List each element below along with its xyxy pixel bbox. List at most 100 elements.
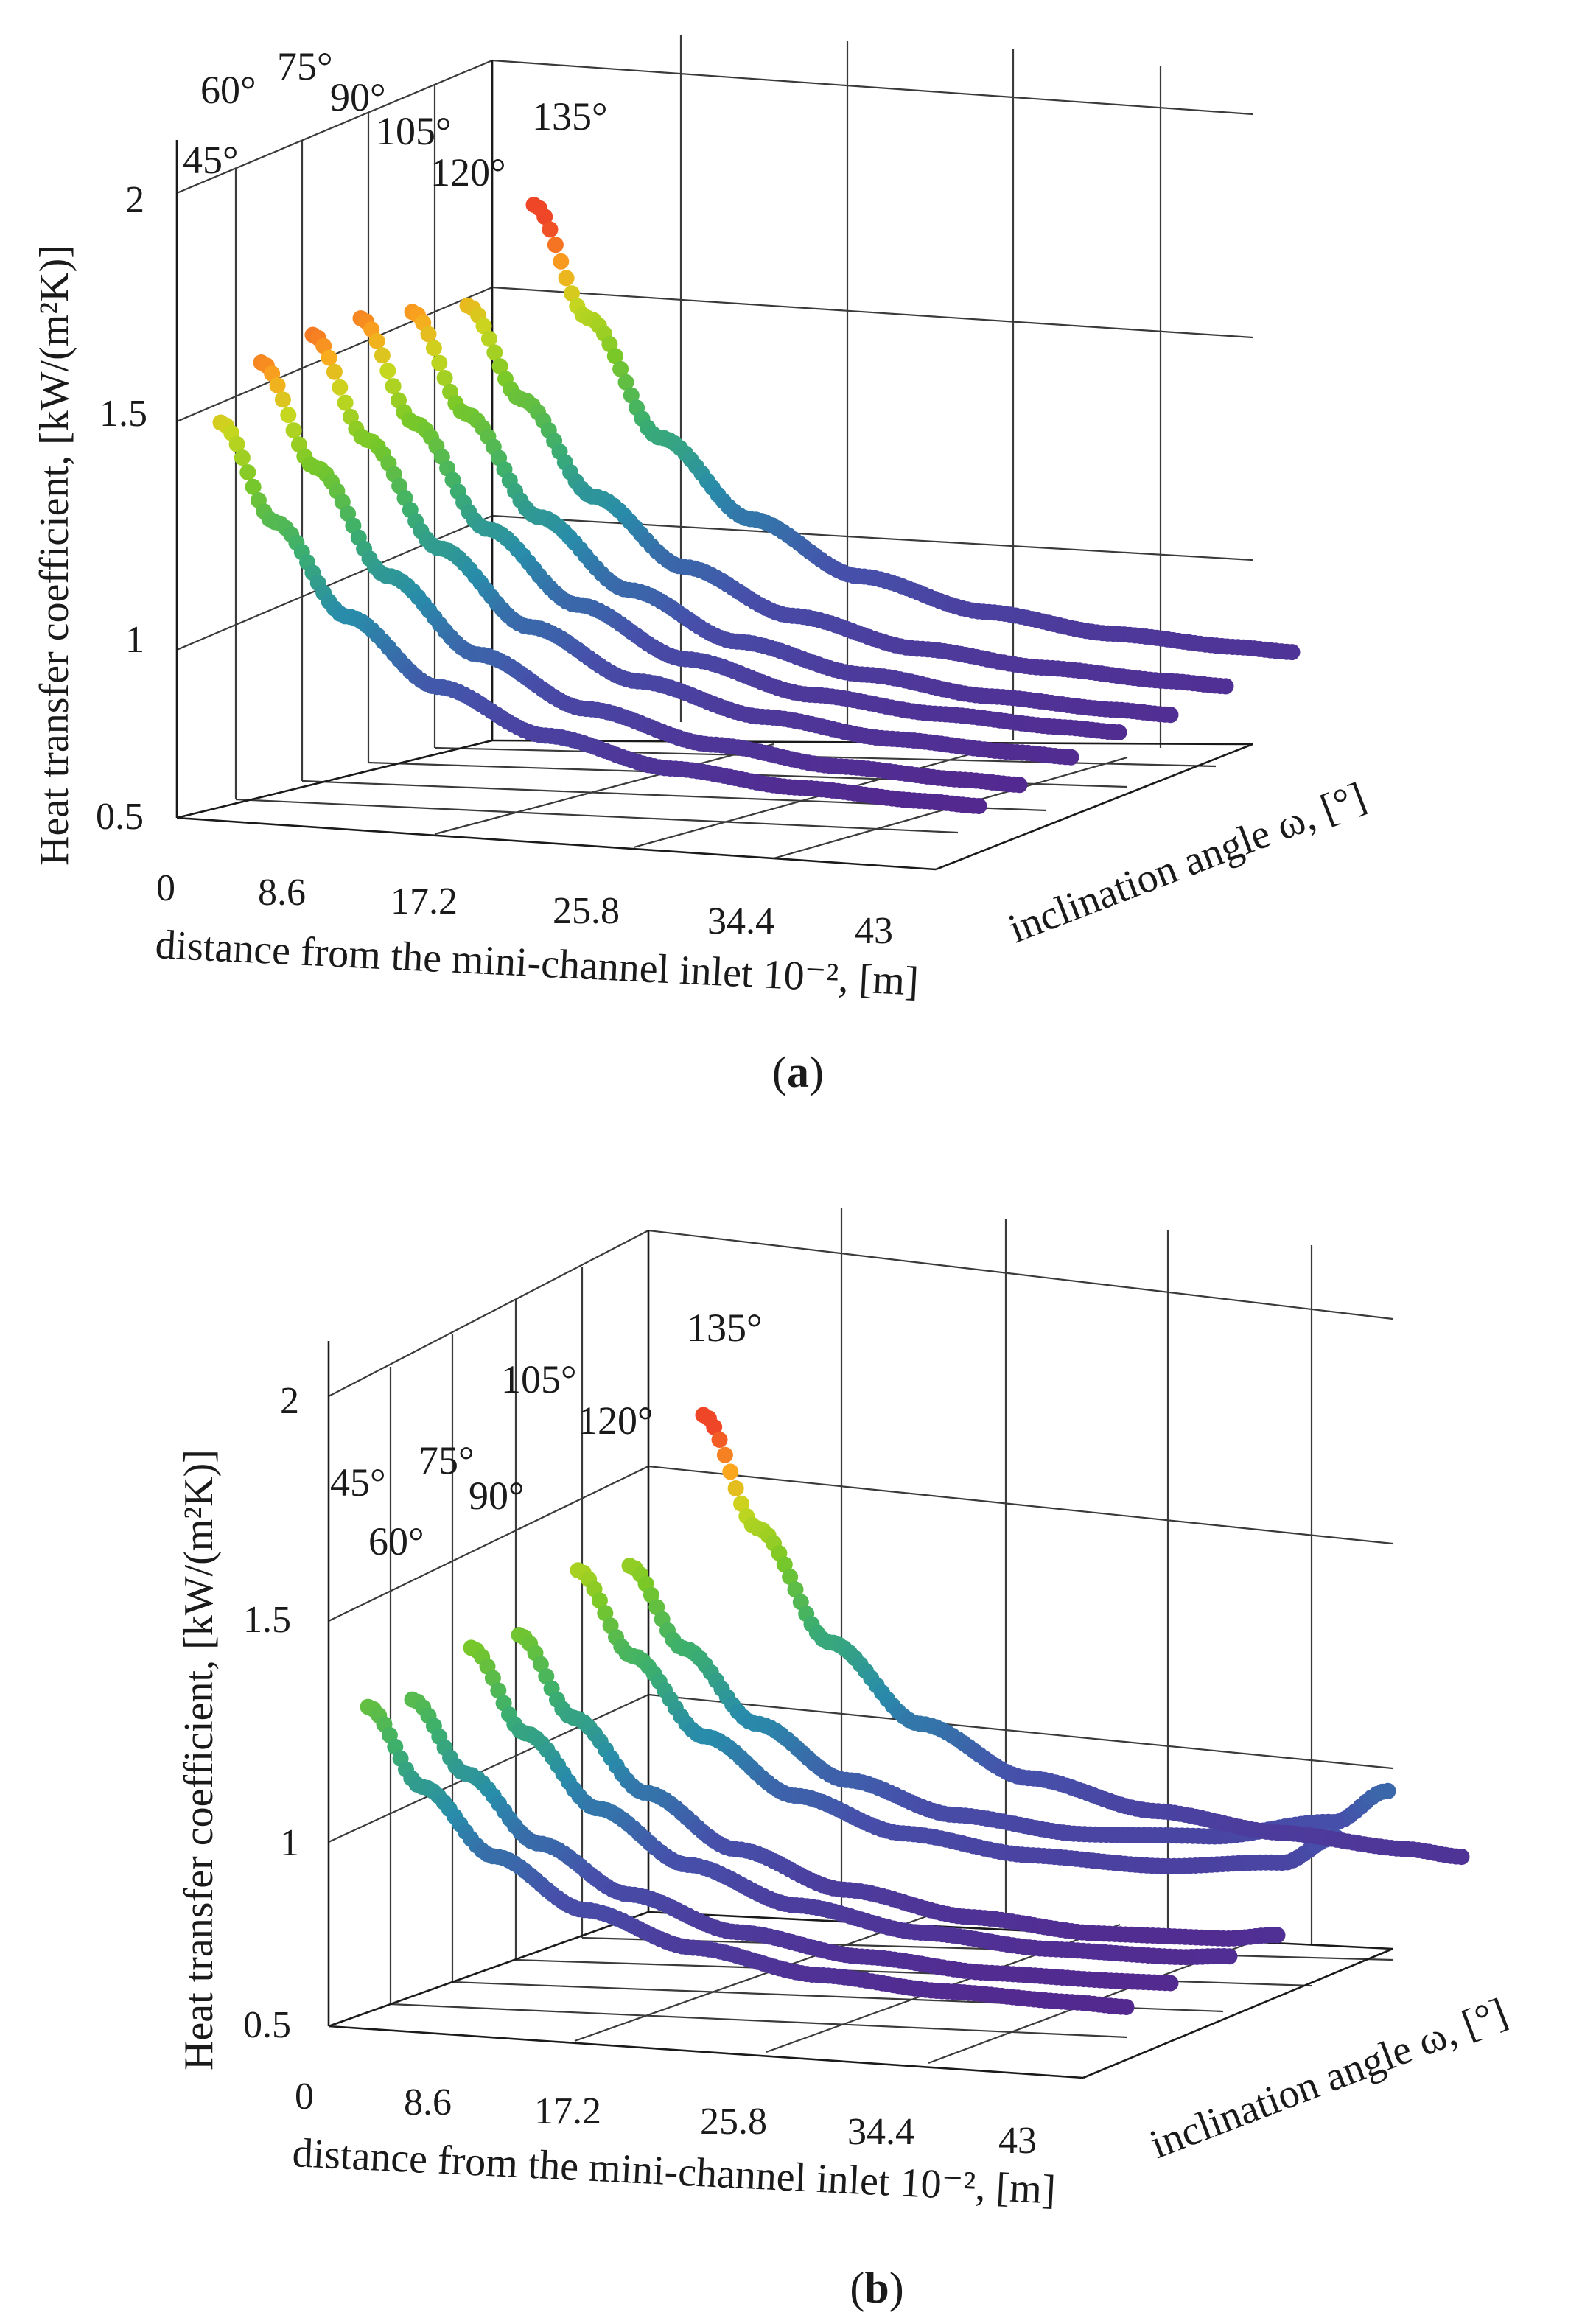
- x-tick-label: 25.8: [700, 2101, 767, 2143]
- series-label: 120°: [578, 1398, 654, 1443]
- grid-line: [328, 1230, 649, 1397]
- series-label: 60°: [368, 1519, 424, 1564]
- data-point: [1453, 1849, 1470, 1866]
- x-tick-label: 8.6: [258, 872, 306, 914]
- grid-line: [491, 514, 1253, 561]
- series-90-curve: [511, 1627, 1286, 1947]
- series-label: 105°: [501, 1357, 577, 1401]
- data-point: [239, 464, 256, 480]
- data-point: [379, 363, 396, 379]
- series-105-curve: [404, 304, 1179, 724]
- data-point: [553, 253, 570, 270]
- data-point: [597, 1605, 614, 1622]
- data-point: [706, 1418, 723, 1435]
- x-tick-label: 25.8: [553, 890, 620, 932]
- data-point: [1162, 1975, 1179, 1992]
- y-axis-label: Heat transfer coefficient, [kW/(m²K)]: [176, 1449, 222, 2070]
- panel-caption: (b): [850, 2263, 903, 2312]
- series-60-curve: [253, 354, 1028, 794]
- data-point: [716, 1446, 733, 1463]
- data-point: [486, 344, 503, 361]
- x-axis-label: distance from the mini-channel inlet 10⁻…: [291, 2130, 1057, 2213]
- grid-line: [434, 743, 774, 836]
- data-point: [484, 1670, 501, 1687]
- series-90-curve: [352, 310, 1127, 740]
- data-point: [733, 1495, 749, 1512]
- panel-caption: (a): [772, 1048, 824, 1096]
- grid-line: [648, 1229, 1393, 1320]
- x-tick-label: 17.2: [534, 2090, 601, 2132]
- y-tick-label: 0.5: [96, 796, 144, 838]
- series-curves: [212, 197, 1301, 814]
- z-axis-line: [935, 743, 1253, 871]
- grid-line: [648, 1465, 1393, 1545]
- series-label: 105°: [376, 109, 452, 153]
- data-point: [340, 505, 357, 522]
- data-point: [420, 326, 437, 343]
- grid-line: [515, 1958, 1312, 1987]
- x-tick-label: 43: [998, 2120, 1037, 2162]
- data-point: [1118, 1999, 1135, 2015]
- series-45-curve: [212, 414, 987, 814]
- data-point: [1221, 1948, 1238, 1965]
- data-point: [1379, 1782, 1396, 1799]
- data-point: [1269, 1927, 1286, 1944]
- series-label: 45°: [183, 138, 239, 182]
- y-axis-label: Heat transfer coefficient, [kW/(m²K)]: [32, 245, 77, 866]
- x-tick-label: 0: [156, 867, 175, 909]
- x-tick-label: 34.4: [847, 2111, 914, 2153]
- data-point: [280, 407, 297, 424]
- data-point: [368, 333, 385, 349]
- series-label: 90°: [330, 75, 386, 119]
- axes-frame: [175, 60, 1253, 871]
- data-point: [727, 1480, 744, 1496]
- data-point: [591, 1592, 608, 1609]
- x-tick-label: 34.4: [707, 900, 774, 942]
- data-point: [234, 449, 251, 466]
- grid-line: [574, 1914, 929, 2042]
- grid-line: [491, 59, 1253, 116]
- data-point: [491, 358, 508, 375]
- data-point: [1284, 644, 1301, 661]
- data-point: [475, 318, 492, 335]
- data-point: [332, 379, 349, 396]
- data-point: [970, 798, 987, 814]
- caption-letter: a: [787, 1048, 809, 1096]
- series-label: 120°: [430, 150, 506, 195]
- z-axis-label: inclination angle ω, [°]: [1144, 1989, 1513, 2168]
- data-point: [436, 370, 453, 386]
- grid-line: [434, 746, 1217, 768]
- x-tick-label: 0: [295, 2076, 314, 2118]
- series-label: 90°: [469, 1474, 525, 1518]
- series-label: 75°: [419, 1438, 475, 1482]
- data-point: [1063, 749, 1079, 766]
- data-point: [787, 1581, 804, 1598]
- series-105-curve: [570, 1562, 1345, 1874]
- series-label: 135°: [532, 94, 608, 139]
- data-point: [536, 209, 553, 225]
- data-point: [617, 374, 634, 391]
- series-label: 75°: [277, 44, 333, 88]
- data-point: [228, 435, 245, 452]
- data-point: [711, 1432, 728, 1448]
- data-point: [490, 1682, 507, 1699]
- grid-line: [491, 286, 1253, 339]
- data-point: [374, 347, 391, 364]
- x-axis-label: distance from the mini-channel inlet 10⁻…: [154, 922, 920, 1005]
- data-point: [606, 348, 623, 365]
- data-point: [542, 221, 559, 238]
- series-120-curve: [459, 297, 1234, 695]
- grid-line: [328, 1694, 649, 1843]
- y-tick-label: 1: [125, 619, 144, 661]
- grid-line: [176, 59, 493, 195]
- grid-line: [235, 798, 959, 834]
- data-point: [1162, 707, 1179, 724]
- data-point: [285, 422, 302, 439]
- grid-line: [390, 2003, 1128, 2039]
- x-axis-line: [328, 2025, 1084, 2079]
- data-point: [337, 394, 354, 411]
- data-point: [547, 237, 564, 253]
- data-point: [431, 354, 448, 371]
- y-tick-label: 0.5: [243, 2004, 291, 2046]
